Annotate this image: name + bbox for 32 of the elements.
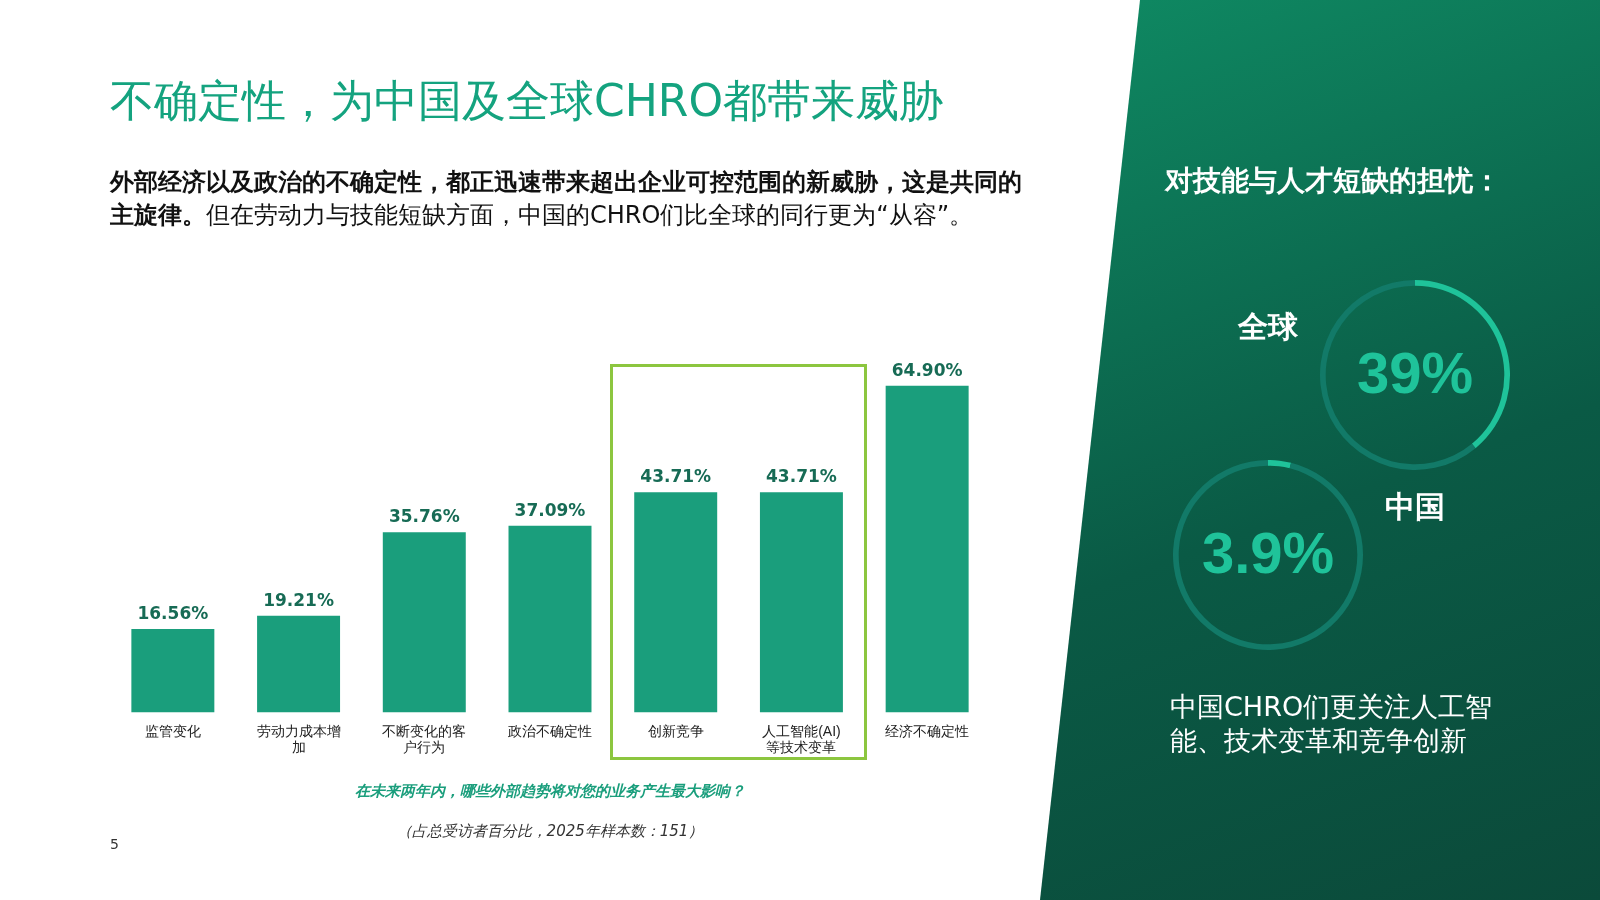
text: 5 — [110, 836, 119, 852]
bar — [257, 615, 341, 713]
x-tick-label: 监管变化 — [144, 722, 201, 739]
data-label: 64.90% — [891, 359, 963, 380]
x-tick-label: 不断变化的客户行为 — [382, 722, 467, 756]
x-tick-label: 经济不确定性 — [885, 722, 970, 739]
bar — [508, 525, 592, 713]
data-label: 43.71% — [766, 466, 837, 487]
text: 全球 — [1238, 308, 1298, 346]
x-tick-label: 劳动力成本增加 — [256, 722, 341, 756]
bar — [634, 492, 718, 713]
chart-subtitle: 外部经济以及政治的不确定性，都正迅速带来超出企业可控范围的新威胁，这是共同的主旋律。但在劳动力与技能短缺方面，中国的CHRO们比全球的同行更为“从容”。 — [110, 167, 1023, 231]
data-label: 35.76% — [388, 506, 460, 527]
text: 中国 — [1385, 488, 1445, 526]
x-tick-label: 政治不确定性 — [508, 722, 592, 739]
text: 对技能与人才短缺的担忧： — [1165, 163, 1501, 199]
bar — [885, 385, 969, 713]
bar — [382, 532, 466, 713]
data-label: 3.9% — [1201, 520, 1335, 585]
data-label: 37.09% — [514, 499, 586, 520]
text: 中国CHRO们更关注人工智能、技术变革和竞争创新 — [1170, 690, 1494, 758]
text: 在未来两年内，哪些外部趋势将对您的业务产生最大影响？ — [354, 782, 746, 801]
text: （占总受访者百分比，2025年样本数：151） — [396, 822, 704, 840]
data-label: 16.56% — [137, 602, 209, 623]
x-tick-label: 创新竞争 — [647, 722, 704, 739]
data-label: 43.71% — [640, 466, 712, 487]
bar — [131, 629, 215, 713]
x-tick-label: 人工智能(AI)等技术变革 — [762, 722, 841, 756]
chart-title: 不确定性，为中国及全球CHRO都带来威胁 — [110, 74, 944, 128]
data-label: 19.21% — [263, 589, 334, 610]
data-label: 39% — [1356, 340, 1474, 405]
bar — [759, 492, 843, 713]
